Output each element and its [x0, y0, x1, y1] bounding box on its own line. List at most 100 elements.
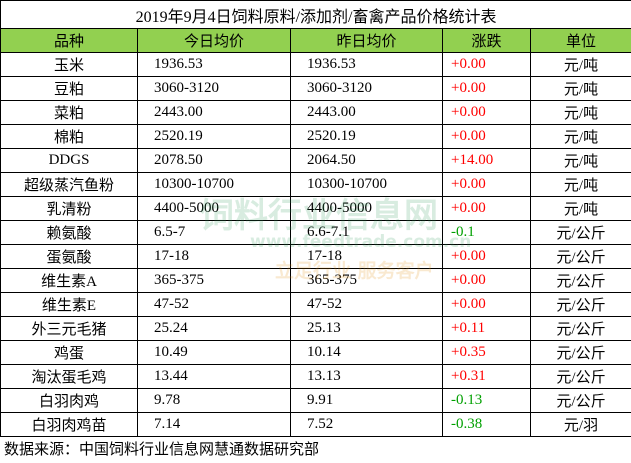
unit: 元/公斤	[529, 316, 631, 341]
table-row: 维生素E 47-52 47-52 +0.00 元/公斤	[0, 292, 631, 317]
table-row: 豆粕 3060-3120 3060-3120 +0.00 元/吨	[0, 76, 631, 101]
unit: 元/公斤	[529, 220, 631, 245]
today-price: 2520.19	[137, 124, 291, 149]
today-price: 13.44	[137, 364, 291, 389]
change: +0.00	[442, 52, 531, 77]
today-price: 47-52	[137, 292, 291, 317]
table-row: DDGS 2078.50 2064.50 +14.00 元/吨	[0, 148, 631, 173]
change: +0.00	[442, 76, 531, 101]
change: -0.13	[442, 388, 531, 413]
item-name: 超级蒸汽鱼粉	[0, 172, 138, 197]
yesterday-price: 2064.50	[290, 148, 443, 173]
unit: 元/吨	[529, 196, 631, 221]
today-price: 1936.53	[137, 52, 291, 77]
table-row: 白羽肉鸡 9.78 9.91 -0.13 元/公斤	[0, 388, 631, 413]
header-cell: 涨跌	[442, 28, 531, 53]
unit: 元/公斤	[529, 340, 631, 365]
today-price: 25.24	[137, 316, 291, 341]
yesterday-price: 2443.00	[290, 100, 443, 125]
change: +0.35	[442, 340, 531, 365]
today-price: 10300-10700	[137, 172, 291, 197]
yesterday-price: 2520.19	[290, 124, 443, 149]
yesterday-price: 47-52	[290, 292, 443, 317]
item-name: 维生素A	[0, 268, 138, 293]
table-row: 玉米 1936.53 1936.53 +0.00 元/吨	[0, 52, 631, 77]
unit: 元/公斤	[529, 388, 631, 413]
yesterday-price: 9.91	[290, 388, 443, 413]
today-price: 10.49	[137, 340, 291, 365]
today-price: 2078.50	[137, 148, 291, 173]
today-price: 9.78	[137, 388, 291, 413]
yesterday-price: 4400-5000	[290, 196, 443, 221]
item-name: 玉米	[0, 52, 138, 77]
yesterday-price: 10300-10700	[290, 172, 443, 197]
table-row: 菜粕 2443.00 2443.00 +0.00 元/吨	[0, 100, 631, 125]
today-price: 17-18	[137, 244, 291, 269]
yesterday-price: 13.13	[290, 364, 443, 389]
table-row: 乳清粉 4400-5000 4400-5000 +0.00 元/吨	[0, 196, 631, 221]
table-row: 外三元毛猪 25.24 25.13 +0.11 元/公斤	[0, 316, 631, 341]
yesterday-price: 10.14	[290, 340, 443, 365]
header-cell: 昨日均价	[290, 28, 443, 53]
change: +0.00	[442, 268, 531, 293]
unit: 元/公斤	[529, 244, 631, 269]
item-name: DDGS	[0, 148, 138, 173]
today-price: 7.14	[137, 412, 291, 437]
unit: 元/吨	[529, 100, 631, 125]
today-price: 4400-5000	[137, 196, 291, 221]
unit: 元/吨	[529, 148, 631, 173]
table-title: 2019年9月4日饲料原料/添加剂/畜禽产品价格统计表	[0, 0, 631, 29]
yesterday-price: 25.13	[290, 316, 443, 341]
unit: 元/公斤	[529, 268, 631, 293]
header-cell: 单位	[529, 28, 631, 53]
item-name: 外三元毛猪	[0, 316, 138, 341]
change: +0.00	[442, 196, 531, 221]
table-row: 超级蒸汽鱼粉 10300-10700 10300-10700 +0.00 元/吨	[0, 172, 631, 197]
header-cell: 品种	[0, 28, 138, 53]
unit: 元/吨	[529, 52, 631, 77]
item-name: 赖氨酸	[0, 220, 138, 245]
yesterday-price: 7.52	[290, 412, 443, 437]
unit: 元/吨	[529, 124, 631, 149]
item-name: 豆粕	[0, 76, 138, 101]
header-cell: 今日均价	[137, 28, 291, 53]
yesterday-price: 365-375	[290, 268, 443, 293]
change: -0.1	[442, 220, 531, 245]
item-name: 乳清粉	[0, 196, 138, 221]
table-row: 棉粕 2520.19 2520.19 +0.00 元/吨	[0, 124, 631, 149]
table-row: 蛋氨酸 17-18 17-18 +0.00 元/公斤	[0, 244, 631, 269]
unit: 元/公斤	[529, 292, 631, 317]
unit: 元/羽	[529, 412, 631, 437]
item-name: 白羽肉鸡	[0, 388, 138, 413]
yesterday-price: 1936.53	[290, 52, 443, 77]
item-name: 棉粕	[0, 124, 138, 149]
item-name: 蛋氨酸	[0, 244, 138, 269]
change: +0.00	[442, 244, 531, 269]
change: +0.00	[442, 292, 531, 317]
change: +0.00	[442, 100, 531, 125]
unit: 元/吨	[529, 172, 631, 197]
table-row: 维生素A 365-375 365-375 +0.00 元/公斤	[0, 268, 631, 293]
table-row: 淘汰蛋毛鸡 13.44 13.13 +0.31 元/公斤	[0, 364, 631, 389]
table-row: 白羽肉鸡苗 7.14 7.52 -0.38 元/羽	[0, 412, 631, 437]
yesterday-price: 17-18	[290, 244, 443, 269]
unit: 元/吨	[529, 76, 631, 101]
change: +0.00	[442, 172, 531, 197]
today-price: 365-375	[137, 268, 291, 293]
price-table: 2019年9月4日饲料原料/添加剂/畜禽产品价格统计表 品种 今日均价 昨日均价 涨跌…	[0, 0, 631, 437]
table-row: 鸡蛋 10.49 10.14 +0.35 元/公斤	[0, 340, 631, 365]
item-name: 鸡蛋	[0, 340, 138, 365]
item-name: 白羽肉鸡苗	[0, 412, 138, 437]
change: +0.00	[442, 124, 531, 149]
change: +14.00	[442, 148, 531, 173]
item-name: 维生素E	[0, 292, 138, 317]
item-name: 淘汰蛋毛鸡	[0, 364, 138, 389]
item-name: 菜粕	[0, 100, 138, 125]
table-row: 赖氨酸 6.5-7 6.6-7.1 -0.1 元/公斤	[0, 220, 631, 245]
change: -0.38	[442, 412, 531, 437]
source-note: 数据来源：中国饲料行业信息网慧通数据研究部	[4, 442, 320, 458]
today-price: 2443.00	[137, 100, 291, 125]
change: +0.11	[442, 316, 531, 341]
change: +0.31	[442, 364, 531, 389]
